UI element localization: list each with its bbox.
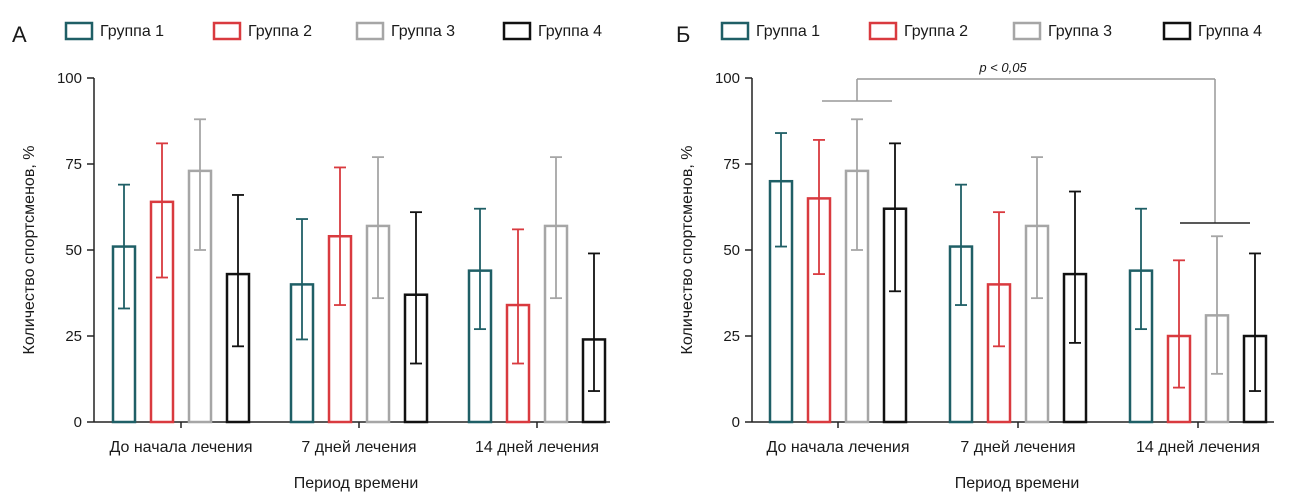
x-tick-label: 7 дней лечения [301,439,416,456]
legend-label: Группа 2 [248,23,312,40]
y-tick-label: 0 [74,414,82,431]
x-tick-label: 14 дней лечения [475,439,599,456]
y-tick-label: 100 [715,70,740,87]
chart-panel-1: А Группа 1 Группа 2 Группа 3 Группа 4 0 25 50 75… [12,21,610,492]
panel-label: А [12,22,27,47]
x-tick-label: До начала лечения [766,439,909,456]
legend-swatch [212,21,242,41]
legend-label: Группа 3 [1048,23,1112,40]
legend-swatch [1012,21,1042,41]
legend-label: Группа 4 [1198,23,1262,40]
y-tick-label: 50 [65,242,82,259]
x-axis-label: Период времени [294,475,419,492]
x-axis-label: Период времени [955,475,1080,492]
y-tick-label: 0 [732,414,740,431]
legend-swatch [502,21,532,41]
x-tick-label: 7 дней лечения [960,439,1075,456]
significance-bracket: p < 0,05 [822,60,1250,224]
y-tick-label: 75 [723,156,740,173]
legend-swatch [1162,21,1192,41]
legend-swatch [868,21,898,41]
y-tick-label: 75 [65,156,82,173]
legend-label: Группа 3 [391,23,455,40]
legend-label: Группа 1 [100,23,164,40]
x-tick-label: 14 дней лечения [1136,439,1260,456]
legend-swatch [64,21,94,41]
y-axis-label: Количество спортсменов, % [21,146,38,355]
y-tick-label: 25 [65,328,82,345]
panel-label: Б [676,22,690,47]
y-tick-label: 50 [723,242,740,259]
y-tick-label: 100 [57,70,82,87]
legend-label: Группа 1 [756,23,820,40]
legend-label: Группа 4 [538,23,602,40]
x-tick-label: До начала лечения [109,439,252,456]
legend-swatch [355,21,385,41]
y-tick-label: 25 [723,328,740,345]
legend-swatch [720,21,750,41]
chart-panel-2: Б Группа 1 Группа 2 Группа 3 Группа 4 0 25 50 75… [676,21,1274,492]
legend-label: Группа 2 [904,23,968,40]
significance-label: p < 0,05 [978,60,1027,75]
y-axis-label: Количество спортсменов, % [679,146,696,355]
